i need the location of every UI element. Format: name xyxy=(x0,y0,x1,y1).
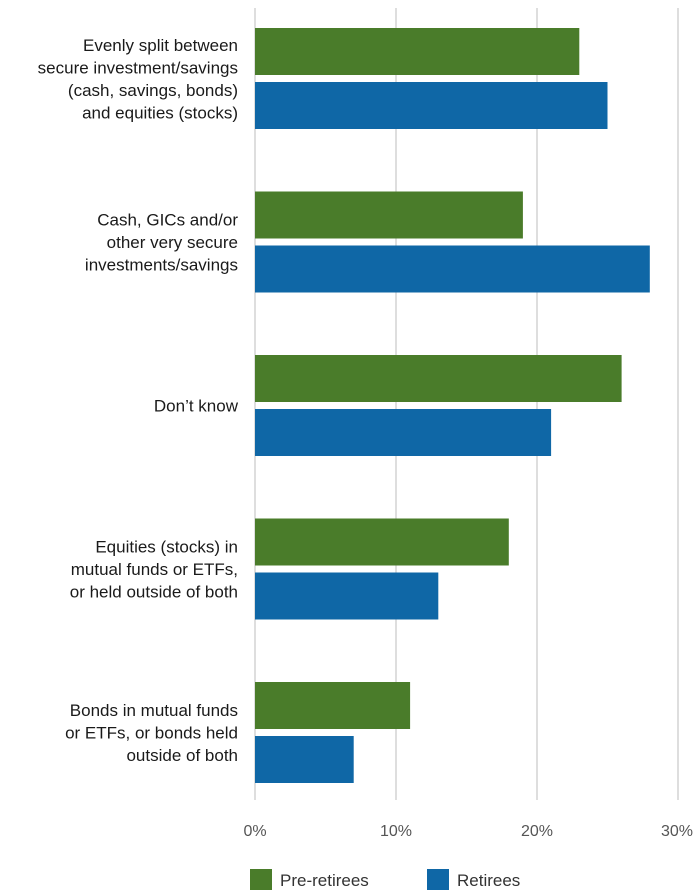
bars xyxy=(255,28,650,783)
category-label: (cash, savings, bonds) xyxy=(68,81,238,100)
bar-retirees-4 xyxy=(255,736,354,783)
legend-label: Pre-retirees xyxy=(280,871,369,890)
category-label: Equities (stocks) in xyxy=(95,538,238,557)
category-label: and equities (stocks) xyxy=(82,103,238,122)
category-labels: Evenly split between secure investment/sa… xyxy=(38,36,239,765)
category-label: or ETFs, or bonds held xyxy=(65,724,238,743)
legend: Pre-retirees Retirees xyxy=(250,869,520,890)
tick-label: 0% xyxy=(243,823,266,840)
bar-pre-retirees-1 xyxy=(255,191,523,239)
category-label: other very secure xyxy=(107,233,238,252)
category-label: Bonds in mutual funds xyxy=(70,701,238,720)
tick-label: 30% xyxy=(661,823,693,840)
category-label: outside of both xyxy=(126,746,238,765)
tick-label: 20% xyxy=(521,823,553,840)
x-axis-ticks: 0% 10% 20% 30% xyxy=(243,823,693,840)
legend-swatch xyxy=(250,869,272,890)
bar-pre-retirees-4 xyxy=(255,682,411,729)
category-label: secure investment/savings xyxy=(38,58,238,77)
category-label: Cash, GICs and/or xyxy=(97,211,238,230)
legend-label: Retirees xyxy=(457,871,520,890)
tick-label: 10% xyxy=(380,823,412,840)
bar-pre-retirees-0 xyxy=(255,28,580,75)
bar-retirees-1 xyxy=(255,245,650,293)
bar-retirees-0 xyxy=(255,82,608,129)
bar-retirees-3 xyxy=(255,572,439,620)
category-label: investments/savings xyxy=(85,256,238,275)
category-label: Evenly split between xyxy=(83,36,238,55)
legend-swatch xyxy=(427,869,449,890)
category-label: or held outside of both xyxy=(70,583,238,602)
bar-pre-retirees-2 xyxy=(255,355,622,402)
category-label: Don’t know xyxy=(154,397,239,416)
category-label: mutual funds or ETFs, xyxy=(71,560,238,579)
gridlines xyxy=(254,8,679,800)
bar-retirees-2 xyxy=(255,409,552,456)
bar-pre-retirees-3 xyxy=(255,518,509,566)
